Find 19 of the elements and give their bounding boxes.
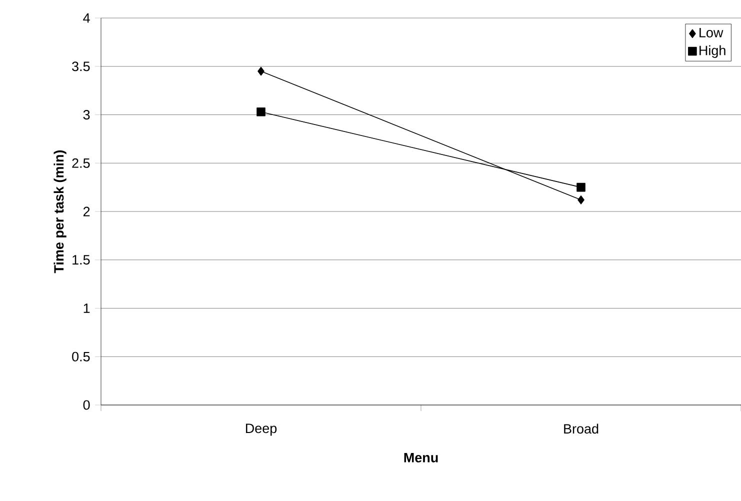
point bbox=[258, 66, 264, 76]
y-tick-label: 4 bbox=[83, 13, 90, 23]
x-tick-label: Broad bbox=[564, 424, 598, 434]
y-tick-label: 2.5 bbox=[72, 158, 90, 168]
y-tick-label: 2 bbox=[83, 206, 90, 216]
point bbox=[578, 195, 584, 204]
legend-label: Low bbox=[700, 28, 724, 38]
y-tick-label: 0.5 bbox=[72, 352, 90, 362]
x-axis-title: Menu bbox=[404, 452, 438, 462]
y-tick-label: 3.5 bbox=[72, 62, 90, 72]
point bbox=[256, 107, 266, 116]
legend-label: High bbox=[700, 45, 726, 58]
y-tick-label: 1 bbox=[84, 304, 90, 313]
y-tick-label: 0 bbox=[83, 400, 90, 410]
y-axis-title: Time per task (min) bbox=[54, 150, 66, 274]
x-tick-label: Deep bbox=[246, 424, 277, 436]
point bbox=[576, 182, 586, 192]
y-tick-label: 3 bbox=[83, 110, 90, 120]
y-tick-label: 1.5 bbox=[72, 255, 90, 265]
